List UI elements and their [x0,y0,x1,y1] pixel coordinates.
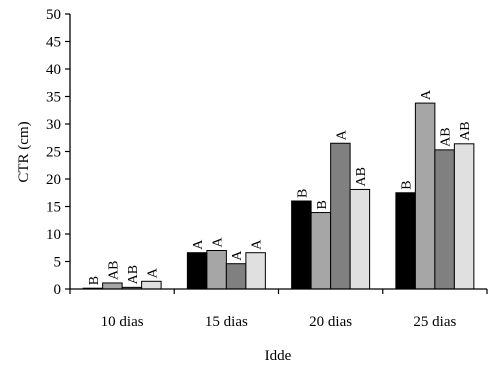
y-tick-label: 40 [46,62,61,78]
y-tick-label: 10 [46,227,61,243]
bar-significance-label: A [145,267,160,278]
bar [245,252,266,290]
bar [141,280,162,290]
bar-significance-label: A [250,239,265,250]
x-tick-label: 15 dias [205,314,248,330]
y-tick-label: 15 [46,200,61,216]
bar-significance-label: B [87,276,102,285]
bar-significance-label: A [211,237,226,248]
x-tick-label: 25 dias [413,314,456,330]
y-axis-ticks: 0 5 10 15 20 25 30 35 40 45 50 [46,7,70,298]
bar-significance-label: AB [126,265,141,284]
bar [414,102,436,290]
y-tick-label: 45 [46,35,61,51]
bar-significance-label: B [315,200,330,209]
bar-significance-label: AB [106,260,121,279]
bar [349,188,371,290]
y-tick-label: 5 [54,255,62,271]
y-tick-label: 25 [46,145,61,161]
bar-significance-label: A [191,239,206,250]
x-axis-ticks: 10 dias 15 dias 20 dias 25 dias [69,289,488,330]
y-tick-label: 0 [54,282,62,298]
bar [434,149,455,290]
x-axis-title: Idde [265,348,292,364]
bar [453,143,475,290]
bar-significance-label: A [230,250,245,261]
bar-significance-label: B [295,189,310,198]
bar-significance-label: A [334,129,349,140]
y-tick-label: 50 [46,7,61,23]
bar-significance-label: B [400,180,415,189]
bar [330,142,351,290]
bar [102,282,123,290]
bar [186,252,208,290]
y-tick-label: 35 [46,90,61,106]
x-tick-label: 10 dias [101,314,144,330]
bar-significance-label: A [419,89,434,100]
bar [310,212,332,290]
y-tick-label: 30 [46,117,61,133]
bar [206,250,227,290]
bar-significance-label: AB [439,127,454,146]
x-tick-label: 20 dias [309,314,352,330]
bar-significance-label: AB [354,167,369,186]
y-tick-label: 20 [46,172,61,188]
bar-significance-label: AB [458,121,473,140]
bar [395,192,416,290]
bar [225,263,247,290]
y-axis-title: CTR (cm) [16,121,32,182]
bars [82,102,475,290]
bar [291,200,312,290]
